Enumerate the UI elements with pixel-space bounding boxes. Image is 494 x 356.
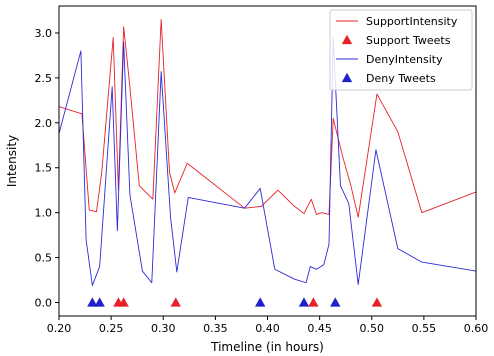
marker-deny-tweets xyxy=(298,297,310,307)
legend-label: DenyIntensity xyxy=(366,53,443,66)
legend-box xyxy=(329,9,473,91)
y-axis-label: Intensity xyxy=(5,135,19,187)
marker-support-tweets xyxy=(371,297,383,307)
x-tick-label: 0.30 xyxy=(151,322,176,335)
x-tick-label: 0.45 xyxy=(307,322,332,335)
legend-label: SupportIntensity xyxy=(366,15,458,28)
axes: 0.20 0.25 0.30 0.35 0.40 0.45 0.50 0.55 0.60 0.0 0… xyxy=(35,5,489,335)
marker-deny-tweets xyxy=(255,297,266,307)
y-tick-label: 1.5 xyxy=(35,162,53,175)
legend-label: Deny Tweets xyxy=(366,72,436,85)
plot-area xyxy=(59,19,476,307)
legend: SupportIntensity Support Tweets DenyIntens… xyxy=(329,9,473,91)
series-line-denyintensity xyxy=(59,37,476,286)
marker-deny-tweets xyxy=(94,297,105,307)
x-tick-label: 0.35 xyxy=(203,322,228,335)
x-tick-label: 0.55 xyxy=(412,322,437,335)
marker-deny-tweets xyxy=(87,297,98,307)
x-tick-label: 0.40 xyxy=(255,322,280,335)
y-tick-label: 3.0 xyxy=(35,27,53,40)
x-tick-label: 0.20 xyxy=(47,322,72,335)
x-tick-label: 0.50 xyxy=(360,322,385,335)
legend-swatch-triangle xyxy=(341,34,353,45)
x-tick-label: 0.25 xyxy=(99,322,124,335)
y-tick-label: 0.0 xyxy=(35,297,53,310)
series-line-supportintensity xyxy=(59,19,476,218)
marker-support-tweets xyxy=(308,297,319,307)
y-tick-label: 2.5 xyxy=(35,72,53,85)
marker-deny-tweets xyxy=(330,297,341,307)
y-tick-label: 0.5 xyxy=(35,252,53,265)
y-tick-label: 2.0 xyxy=(35,117,53,130)
x-axis-label: Timeline (in hours) xyxy=(210,340,324,354)
legend-label: Support Tweets xyxy=(366,34,451,47)
legend-swatch-triangle xyxy=(341,72,353,83)
marker-support-tweets xyxy=(170,297,181,307)
x-tick-label: 0.60 xyxy=(464,322,489,335)
marker-support-tweets xyxy=(118,297,129,307)
y-tick-label: 1.0 xyxy=(35,207,53,220)
